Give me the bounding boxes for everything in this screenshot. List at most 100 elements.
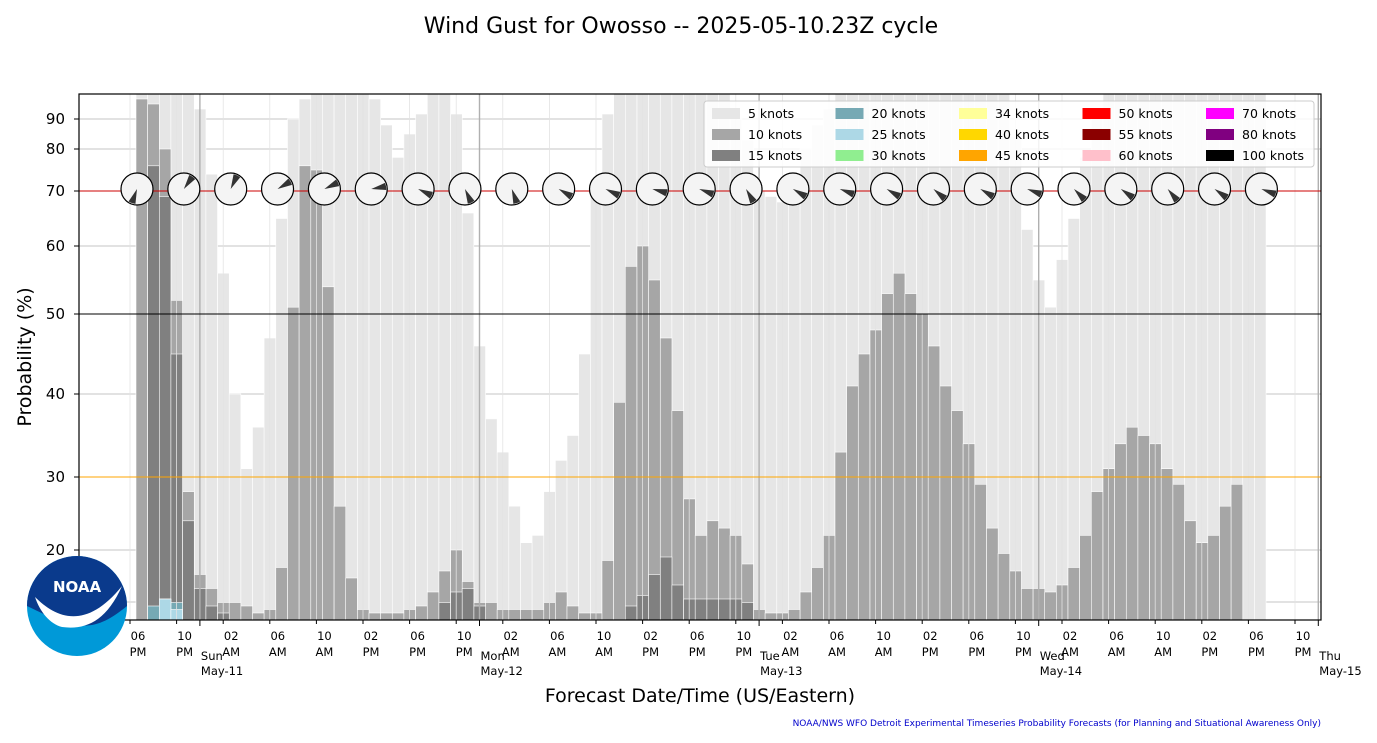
x-day-label: Wed — [1040, 649, 1065, 663]
bar — [531, 535, 545, 621]
bar — [345, 577, 358, 621]
legend-swatch — [835, 108, 864, 119]
bar — [974, 483, 987, 621]
bar — [159, 598, 172, 621]
bar — [951, 410, 964, 621]
bar — [555, 591, 568, 621]
x-tick-ampm: PM — [735, 645, 752, 659]
bar — [391, 612, 405, 621]
x-tick-label: 10 — [1156, 629, 1171, 643]
x-tick-ampm: AM — [1154, 645, 1172, 659]
wind-rose — [401, 172, 435, 206]
wind-rose — [214, 172, 248, 206]
bar — [426, 591, 440, 621]
bar — [694, 598, 708, 621]
x-tick-label: 02 — [923, 629, 938, 643]
x-tick-ampm: AM — [875, 645, 893, 659]
x-tick-label: 02 — [643, 629, 658, 643]
bar — [788, 609, 801, 621]
wind-rose — [823, 172, 857, 206]
wind-rose — [916, 172, 951, 206]
x-tick-ampm: PM — [363, 645, 380, 659]
wind-rose — [682, 172, 716, 206]
bar — [368, 612, 381, 621]
x-tick-label: 06 — [969, 629, 984, 643]
x-tick-label: 06 — [1109, 629, 1124, 643]
x-tick-ampm: AM — [1108, 645, 1126, 659]
bar — [892, 272, 906, 621]
bar — [205, 605, 218, 621]
x-tick-label: 02 — [783, 629, 798, 643]
x-tick-ampm: PM — [642, 645, 659, 659]
wind-rose-wedge — [839, 189, 855, 198]
x-tick-ampm: AM — [782, 645, 800, 659]
bar — [1114, 443, 1127, 621]
wind-rose-wedge — [464, 189, 475, 204]
legend-swatch — [1206, 108, 1234, 119]
x-day-label: Tue — [759, 649, 780, 663]
wind-rose-wedge — [933, 189, 947, 202]
x-tick-ampm: PM — [1248, 645, 1265, 659]
bar — [426, 93, 440, 621]
bar — [904, 293, 917, 621]
bar — [939, 385, 952, 621]
wind-rose — [1244, 172, 1279, 206]
x-tick-label: 10 — [736, 629, 751, 643]
x-tick-label: 02 — [503, 629, 518, 643]
legend-label: 70 knots — [1242, 106, 1296, 121]
legend-label: 15 knots — [748, 148, 802, 163]
bar — [508, 609, 521, 621]
bar — [252, 612, 265, 621]
wind-rose-wedge — [324, 179, 340, 189]
wind-rose — [588, 172, 623, 206]
x-date-label: May-13 — [760, 664, 802, 678]
bar — [788, 196, 801, 621]
bar — [881, 293, 894, 621]
legend-label: 10 knots — [748, 127, 802, 142]
bar — [252, 426, 265, 621]
wind-rose — [1197, 172, 1232, 206]
x-tick-label: 10 — [1016, 629, 1031, 643]
wind-rose — [869, 172, 904, 206]
bar — [799, 591, 813, 621]
wind-rose — [167, 172, 201, 206]
x-tick-label: 06 — [131, 629, 146, 643]
legend-swatch — [959, 108, 987, 119]
bar — [520, 542, 533, 621]
wind-rose-wedge — [1167, 189, 1180, 203]
x-date-label: May-15 — [1319, 664, 1361, 678]
bar — [1230, 483, 1244, 621]
wind-rose — [495, 172, 529, 206]
x-tick-label: 06 — [550, 629, 565, 643]
bar — [1126, 426, 1139, 621]
plot-frame — [78, 93, 1322, 621]
bar — [566, 605, 579, 621]
bar — [601, 560, 614, 621]
bar — [485, 418, 498, 621]
legend-swatch — [712, 150, 740, 161]
bar — [741, 139, 754, 621]
x-date-label: May-14 — [1040, 664, 1082, 678]
wind-rose-wedge — [886, 189, 902, 200]
legend-label: 30 knots — [872, 148, 926, 163]
wind-rose-wedge — [1214, 189, 1229, 201]
bar — [182, 520, 195, 621]
wind-rose-wedge — [980, 189, 995, 200]
y-tick-label: 70 — [46, 182, 65, 200]
legend-label: 34 knots — [995, 106, 1049, 121]
legend-label: 5 knots — [748, 106, 794, 121]
bar — [648, 279, 661, 621]
bar — [857, 353, 871, 621]
bar — [275, 218, 288, 621]
x-tick-ampm: PM — [1015, 645, 1032, 659]
legend-label: 45 knots — [995, 148, 1049, 163]
wind-rose-wedge — [418, 189, 433, 199]
x-tick-ampm: PM — [1295, 645, 1312, 659]
bar — [997, 553, 1011, 621]
bar — [298, 165, 312, 621]
bar — [228, 393, 242, 621]
legend-swatch — [712, 129, 740, 140]
bar — [741, 602, 754, 621]
wind-rose — [1010, 172, 1044, 206]
